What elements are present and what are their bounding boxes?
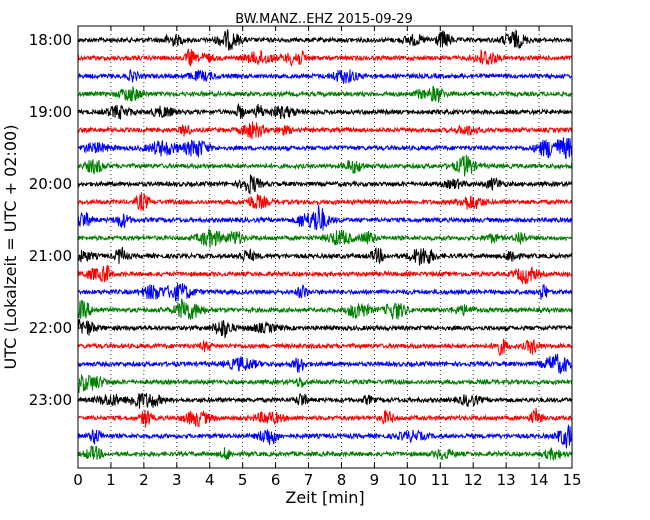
trace-11	[77, 228, 573, 248]
traces-group	[77, 29, 573, 461]
x-tick-label-6: 6	[271, 471, 281, 489]
x-tick-label-2: 2	[139, 471, 149, 489]
x-tick-label-1: 1	[106, 471, 116, 489]
trace-12	[77, 247, 573, 266]
trace-3	[77, 85, 573, 104]
y-axis-label: UTC (Lokalzeit = UTC + 02:00)	[1, 125, 20, 370]
x-tick-label-11: 11	[431, 471, 450, 489]
trace-15	[77, 298, 573, 320]
trace-2	[77, 68, 573, 84]
trace-17	[77, 338, 573, 356]
plot-area-frame	[77, 25, 573, 469]
x-tick-label-7: 7	[304, 471, 314, 489]
chart-title: BW.MANZ..EHZ 2015-09-29	[235, 12, 413, 27]
trace-10	[77, 205, 573, 231]
trace-7	[77, 154, 573, 177]
grid-group	[110, 26, 540, 468]
x-tick-label-10: 10	[398, 471, 417, 489]
y-axis-ticks: 18:00 19:00 20:00 21:00 22:00 23:00	[29, 31, 572, 409]
trace-8	[77, 174, 573, 195]
x-axis-label: Zeit [min]	[285, 488, 364, 507]
trace-13	[77, 264, 573, 285]
y-tick-label-3: 21:00	[29, 247, 72, 265]
x-tick-label-15: 15	[562, 471, 581, 489]
y-tick-label-1: 19:00	[29, 103, 72, 121]
trace-22	[77, 424, 573, 449]
trace-18	[77, 353, 573, 374]
trace-19	[77, 374, 573, 393]
x-tick-label-14: 14	[530, 471, 549, 489]
y-tick-label-0: 18:00	[29, 31, 72, 49]
trace-23	[77, 445, 573, 461]
y-tick-label-4: 22:00	[29, 319, 72, 337]
x-tick-label-5: 5	[238, 471, 248, 489]
x-tick-label-12: 12	[464, 471, 483, 489]
x-tick-label-9: 9	[370, 471, 380, 489]
trace-1	[77, 48, 573, 67]
x-tick-label-4: 4	[205, 471, 215, 489]
trace-21	[77, 407, 573, 428]
trace-20	[77, 392, 573, 409]
x-tick-label-3: 3	[172, 471, 182, 489]
trace-0	[77, 29, 573, 51]
trace-4	[77, 102, 573, 120]
x-tick-label-8: 8	[337, 471, 347, 489]
trace-14	[77, 283, 573, 302]
y-tick-label-2: 20:00	[29, 175, 72, 193]
x-tick-label-13: 13	[497, 471, 516, 489]
x-tick-label-0: 0	[73, 471, 83, 489]
x-axis-ticks: 0 1 2 3 4 5 6 7 8 9 10 11 12 13 14 15	[73, 26, 582, 489]
trace-9	[77, 192, 573, 212]
trace-5	[77, 121, 573, 140]
trace-16	[77, 319, 573, 339]
trace-6	[77, 137, 573, 160]
y-tick-label-5: 23:00	[29, 391, 72, 409]
